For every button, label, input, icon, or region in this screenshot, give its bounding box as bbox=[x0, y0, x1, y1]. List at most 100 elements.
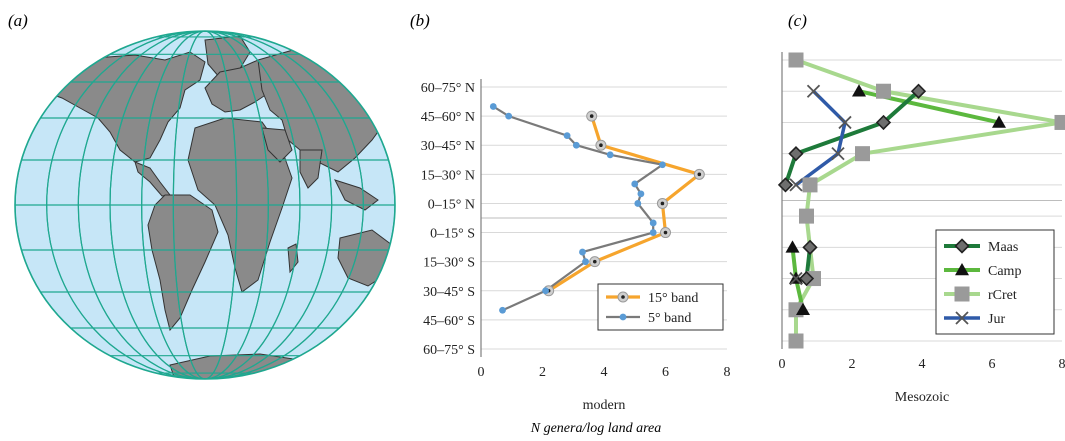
legend-label: Camp bbox=[988, 264, 1021, 279]
data-point bbox=[489, 103, 497, 110]
data-point bbox=[796, 302, 810, 316]
data-point bbox=[789, 178, 803, 192]
legend-label: 5° band bbox=[648, 311, 691, 326]
x-tick-label: 4 bbox=[919, 357, 926, 372]
data-point bbox=[875, 114, 892, 131]
arabia bbox=[261, 127, 293, 163]
x-tick-label: 0 bbox=[478, 365, 485, 380]
data-point bbox=[582, 258, 589, 266]
graticule bbox=[15, 31, 395, 379]
data-point bbox=[852, 84, 866, 97]
data-point bbox=[505, 112, 513, 120]
panel-label-a: (a) bbox=[8, 11, 28, 30]
data-point bbox=[563, 132, 571, 140]
data-point bbox=[777, 177, 794, 193]
data-point bbox=[542, 287, 549, 295]
legend-box bbox=[597, 283, 724, 331]
x-axis-label: modern bbox=[583, 398, 626, 413]
data-point bbox=[798, 270, 815, 287]
x-tick-label: 8 bbox=[724, 365, 731, 380]
data-point bbox=[1054, 114, 1065, 130]
y-tick-label: 30–45° N bbox=[421, 139, 475, 154]
shared-xlabel: N genera/log land area bbox=[530, 421, 662, 436]
data-point bbox=[788, 333, 804, 349]
x-tick-label: 4 bbox=[601, 365, 608, 380]
data-point bbox=[634, 200, 642, 207]
meridian-line bbox=[77, 31, 333, 379]
data-point-center bbox=[589, 114, 594, 118]
data-point bbox=[788, 52, 804, 68]
data-point bbox=[802, 239, 818, 255]
data-point bbox=[659, 161, 666, 169]
data-point bbox=[649, 229, 657, 236]
data-point-center bbox=[599, 143, 603, 148]
series-line bbox=[492, 105, 664, 312]
data-point-center bbox=[660, 201, 665, 206]
meridian-line bbox=[172, 31, 238, 379]
y-tick-label: 0–15° S bbox=[430, 227, 475, 242]
x-tick-label: 6 bbox=[989, 357, 996, 372]
data-point bbox=[954, 286, 970, 302]
panel-label-b: (b) bbox=[410, 11, 430, 30]
data-point-center bbox=[663, 230, 668, 235]
x-tick-label: 2 bbox=[539, 365, 546, 380]
x-tick-label: 0 bbox=[779, 357, 786, 372]
meridian-line bbox=[109, 31, 301, 379]
legend-label: Jur bbox=[988, 312, 1005, 327]
panel-c-chart: 0 2 4 6 8 Mesozoic Maas Camp rCret Jur bbox=[777, 52, 1065, 405]
x-tick-label: 2 bbox=[849, 357, 856, 372]
north-america bbox=[44, 51, 206, 163]
data-point bbox=[619, 313, 627, 321]
data-point bbox=[572, 141, 580, 149]
meridian-line bbox=[141, 31, 269, 379]
x-tick-label: 6 bbox=[662, 365, 669, 380]
data-point bbox=[606, 151, 614, 159]
world-map bbox=[14, 30, 396, 380]
x-tick-label: 8 bbox=[1059, 357, 1065, 372]
data-point bbox=[954, 238, 970, 254]
data-point bbox=[910, 83, 927, 99]
data-point bbox=[788, 146, 804, 162]
data-point bbox=[637, 190, 645, 198]
data-point bbox=[789, 271, 803, 286]
data-point bbox=[499, 306, 506, 314]
x-axis-label: Mesozoic bbox=[895, 390, 949, 405]
series-line bbox=[783, 89, 920, 186]
data-point-center bbox=[697, 172, 702, 177]
legend-label: rCret bbox=[988, 288, 1017, 303]
series-line bbox=[794, 89, 847, 187]
y-tick-label: 15–30° N bbox=[421, 168, 475, 183]
y-tick-label: 30–45° S bbox=[423, 285, 475, 300]
panel-b-chart: 60–75° N 45–60° N 30–45° N 15–30° N 0–15° N 0… bbox=[421, 79, 731, 413]
data-point-center bbox=[592, 259, 597, 264]
y-tick-label: 45–60° S bbox=[423, 314, 475, 329]
meridian-line bbox=[46, 31, 364, 379]
data-point bbox=[631, 180, 639, 188]
data-point bbox=[806, 84, 821, 98]
data-point bbox=[955, 311, 969, 325]
globe-outline bbox=[14, 30, 396, 380]
legend-label: 15° band bbox=[648, 291, 698, 306]
south-america bbox=[147, 194, 219, 332]
data-point bbox=[785, 240, 800, 253]
data-point-center bbox=[621, 295, 625, 299]
data-point bbox=[579, 248, 586, 256]
data-point bbox=[855, 146, 870, 162]
panel-label-c: (c) bbox=[788, 11, 807, 30]
data-point bbox=[876, 83, 891, 99]
y-tick-label: 15–30° S bbox=[423, 256, 475, 271]
data-point bbox=[831, 147, 845, 161]
data-point bbox=[649, 219, 657, 227]
data-point bbox=[992, 115, 1006, 128]
data-point bbox=[838, 115, 852, 130]
data-point bbox=[955, 263, 969, 276]
y-tick-label: 45–60° N bbox=[421, 110, 475, 125]
y-tick-label: 0–15° N bbox=[428, 197, 475, 212]
y-tick-label: 60–75° N bbox=[421, 81, 475, 96]
data-point bbox=[799, 208, 814, 224]
legend-label: Maas bbox=[988, 240, 1018, 255]
y-tick-label: 60–75° S bbox=[423, 343, 475, 358]
madagascar bbox=[287, 243, 299, 274]
data-point bbox=[802, 177, 818, 193]
